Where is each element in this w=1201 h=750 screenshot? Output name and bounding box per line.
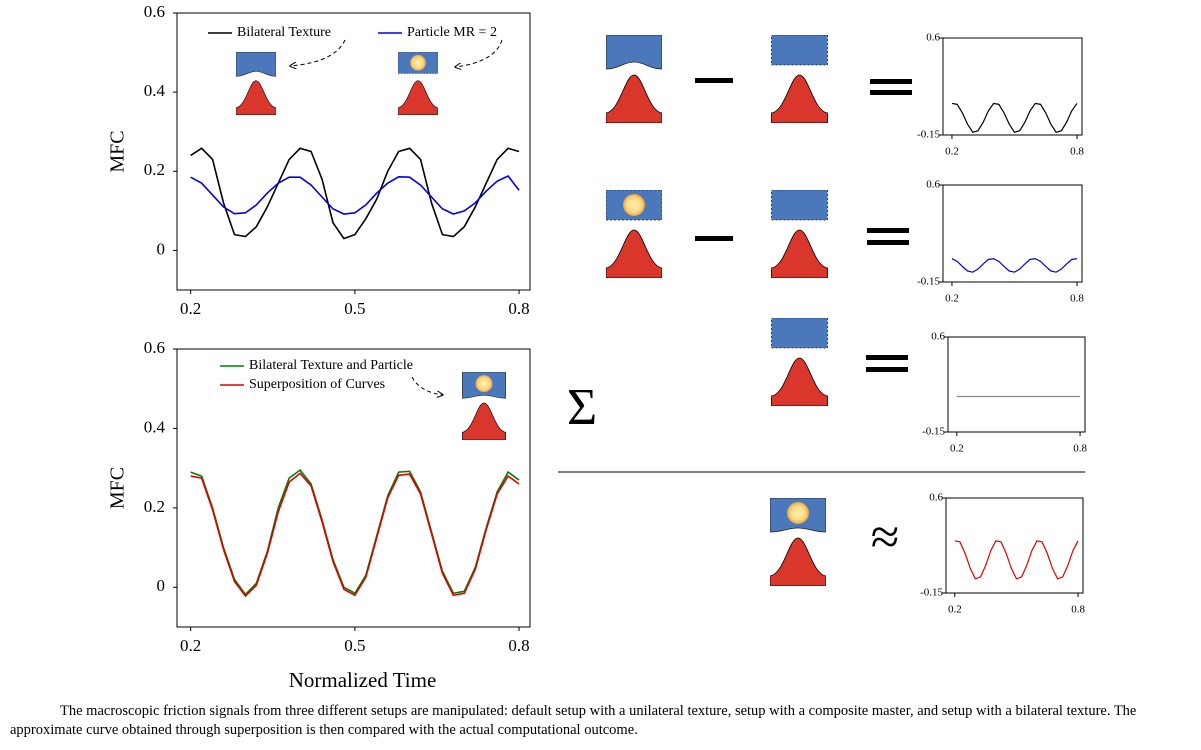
x-tick-label: 0.2	[948, 604, 962, 616]
arrow	[411, 376, 443, 395]
series-line	[190, 175, 520, 215]
plot-frame	[947, 336, 1086, 433]
plot-frame	[942, 184, 1083, 283]
plot-frame	[945, 497, 1084, 594]
x-tick-label: 0.8	[1070, 293, 1084, 305]
series-line	[951, 258, 1078, 273]
equals	[867, 228, 909, 233]
plot-frame	[176, 348, 531, 628]
y-tick-label: 0	[157, 576, 166, 595]
series-line	[951, 102, 1078, 133]
x-tick-label: 0.2	[180, 299, 201, 318]
equals	[870, 79, 912, 84]
composite-icon	[770, 498, 826, 586]
y-tick-label: 0	[157, 239, 166, 258]
series-line	[190, 469, 520, 596]
y-tick-label: -0.15	[917, 129, 940, 141]
y-tick-label: 0.6	[926, 32, 940, 44]
arrow	[455, 39, 503, 67]
x-tick-label: 0.5	[344, 636, 365, 655]
particle-icon	[398, 52, 438, 115]
approx-symbol: ≈	[871, 509, 900, 566]
y-tick-label: 0.6	[929, 492, 943, 504]
legend-label: Superposition of Curves	[249, 377, 385, 392]
x-tick-label: 0.8	[1070, 146, 1084, 158]
equals	[870, 90, 912, 95]
x-tick-label: 0.2	[945, 293, 959, 305]
minus	[695, 236, 733, 241]
default-icon	[772, 318, 828, 406]
caption: The macroscopic friction signals from th…	[10, 703, 1137, 738]
minus	[695, 78, 733, 83]
bilateral-icon	[236, 52, 276, 115]
x-tick-label: 0.2	[950, 443, 964, 455]
legend-label: Bilateral Texture and Particle	[249, 358, 413, 373]
plot-frame	[176, 12, 531, 291]
y-tick-label: 0.6	[926, 179, 940, 191]
default-icon	[772, 190, 828, 278]
y-axis-label: MFC	[107, 467, 129, 509]
plot-frame	[942, 37, 1083, 136]
bilateral-icon	[606, 35, 662, 123]
y-tick-label: 0.6	[144, 2, 165, 21]
y-tick-label: 0.6	[144, 338, 165, 357]
x-axis-label: Normalized Time	[289, 668, 437, 692]
series-line	[190, 147, 520, 240]
legend-label: Bilateral Texture	[237, 25, 331, 40]
legend-label: Particle MR = 2	[407, 25, 497, 40]
x-tick-label: 0.8	[1071, 604, 1085, 616]
arrow	[290, 39, 346, 66]
equals	[867, 240, 909, 245]
x-tick-label: 0.2	[945, 146, 959, 158]
x-tick-label: 0.8	[1073, 443, 1087, 455]
y-tick-label: -0.15	[917, 276, 940, 288]
y-tick-label: 0.2	[144, 160, 165, 179]
x-tick-label: 0.2	[180, 636, 201, 655]
sum-symbol: Σ	[567, 379, 597, 436]
x-tick-label: 0.5	[344, 299, 365, 318]
series-line	[190, 472, 520, 598]
x-tick-label: 0.8	[508, 299, 529, 318]
default-icon	[772, 35, 828, 123]
particle-icon	[606, 190, 662, 278]
equals	[866, 367, 908, 372]
x-tick-label: 0.8	[508, 636, 529, 655]
y-tick-label: 0.2	[144, 497, 165, 516]
y-tick-label: 0.4	[144, 417, 166, 436]
y-axis-label: MFC	[107, 130, 129, 172]
y-tick-label: -0.15	[922, 426, 945, 438]
series-line	[954, 540, 1079, 580]
y-tick-label: 0.4	[144, 81, 166, 100]
figure: Σ ≈ 0 0.2 0.4 0.6 0.2 0.5 0.8 MFC Bilateral Text…	[107, 2, 1088, 692]
equals	[866, 355, 908, 360]
y-tick-label: 0.6	[931, 331, 945, 343]
composite-icon	[462, 372, 505, 440]
y-tick-label: -0.15	[920, 587, 943, 599]
